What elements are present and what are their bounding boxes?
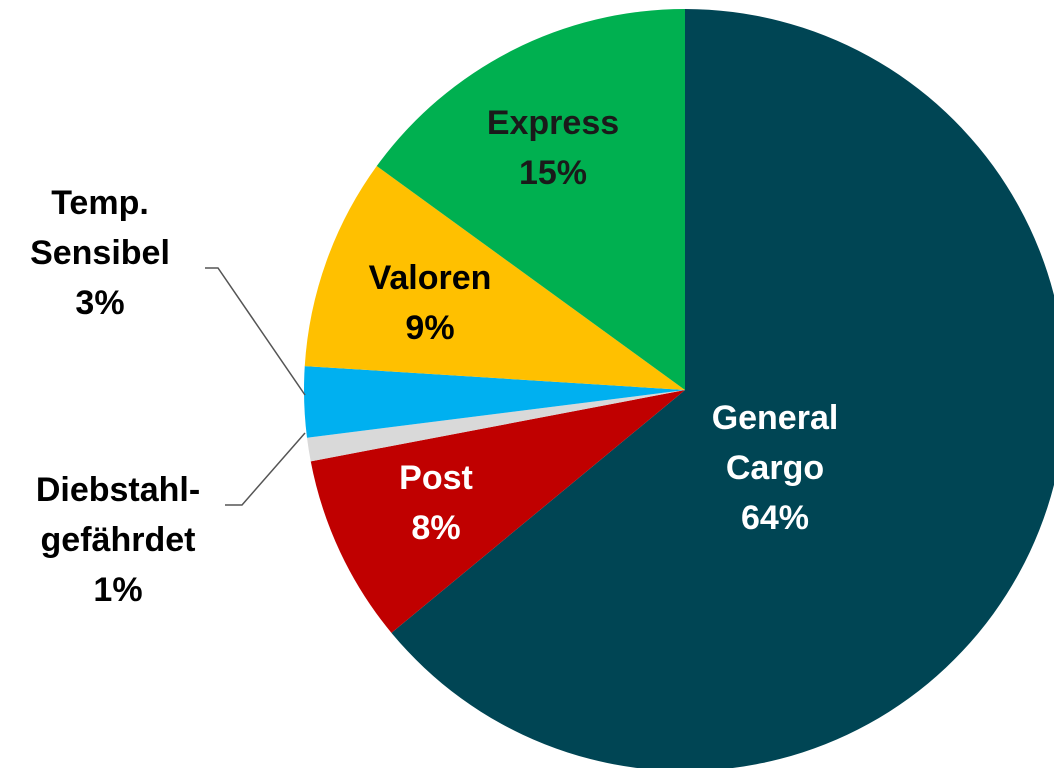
- pie-slice: [391, 9, 1054, 768]
- value-label: 8%: [411, 509, 460, 547]
- slice-label: Valoren: [369, 259, 492, 297]
- label-line: Sensibel: [30, 234, 170, 272]
- label-line: Valoren: [369, 259, 492, 297]
- leader-line: [205, 267, 306, 396]
- slice-label: Express: [487, 104, 619, 142]
- slice-label: Post: [399, 459, 473, 497]
- value-label: 64%: [741, 499, 809, 537]
- label-line: General: [712, 399, 839, 437]
- value-label: 3%: [75, 284, 124, 322]
- label-line: Diebstahl-: [36, 471, 200, 509]
- label-line: Express: [487, 104, 619, 142]
- slice-label: Diebstahl-gefährdet: [36, 471, 200, 559]
- label-line: Cargo: [726, 449, 824, 487]
- pie-slice: [304, 166, 685, 390]
- pie-slice: [310, 390, 685, 633]
- leader-line: [225, 432, 306, 506]
- label-line: gefährdet: [41, 521, 196, 559]
- slice-label: Temp. Sensibel: [30, 184, 170, 272]
- label-line: Temp.: [51, 184, 149, 222]
- value-label: 9%: [405, 309, 454, 347]
- pie-slice: [376, 9, 685, 390]
- label-line: Post: [399, 459, 473, 497]
- value-label: 15%: [519, 154, 587, 192]
- slice-label: General Cargo: [712, 399, 839, 487]
- value-label: 1%: [93, 571, 142, 609]
- pie-slice: [304, 366, 685, 438]
- pie-slice: [307, 390, 685, 462]
